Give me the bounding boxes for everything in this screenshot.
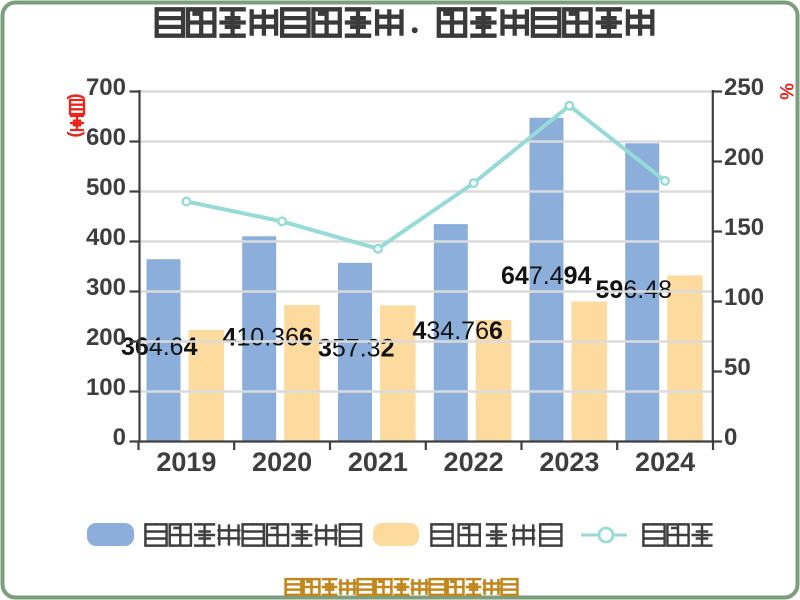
svg-text:600: 600 [86,124,126,151]
svg-text:647.494: 647.494 [501,262,591,290]
svg-text:596.48: 596.48 [596,276,672,304]
svg-text:410.366: 410.366 [223,324,313,352]
svg-text:357.32: 357.32 [318,335,394,363]
svg-text:200: 200 [86,324,126,351]
svg-text:400: 400 [86,224,126,251]
svg-text:(: ( [67,94,87,100]
svg-text:2023: 2023 [539,447,599,477]
svg-text:2022: 2022 [444,447,504,477]
svg-text:100: 100 [86,374,126,401]
svg-text:500: 500 [86,174,126,201]
svg-text:0: 0 [724,424,737,451]
svg-text:300: 300 [86,274,126,301]
svg-text:2020: 2020 [252,447,312,477]
svg-text:2019: 2019 [156,447,216,477]
svg-text:200: 200 [724,144,764,171]
svg-text:700: 700 [86,74,126,101]
svg-text:%: % [775,83,796,100]
svg-text:364.64: 364.64 [121,333,198,361]
svg-text:2024: 2024 [635,447,695,477]
svg-text:2021: 2021 [348,447,408,477]
svg-text:100: 100 [724,284,764,311]
svg-text:150: 150 [724,214,764,241]
svg-text:250: 250 [724,74,764,101]
svg-text:0: 0 [113,424,126,451]
svg-text:50: 50 [724,354,751,381]
svg-text:): ) [67,132,87,138]
